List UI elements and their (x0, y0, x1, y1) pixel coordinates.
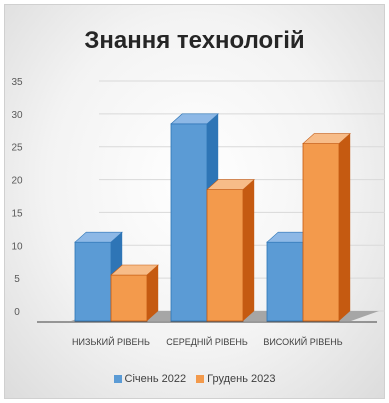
y-tick-label: 35 (11, 77, 23, 88)
x-tick-label: НИЗЬКИЙ РІВЕНЬ (72, 336, 150, 347)
y-tick-label: 0 (14, 307, 20, 318)
legend-swatch-series-2 (196, 375, 205, 383)
bar-2-3 (302, 143, 340, 322)
y-tick-label: 10 (11, 241, 23, 252)
y-tick-label: 30 (11, 110, 23, 121)
bar-1-3 (266, 241, 304, 322)
bar-side-2-3 (339, 133, 351, 321)
legend-item-series-2: Грудень 2023 (196, 373, 275, 385)
bar-side-2-2 (243, 179, 255, 321)
legend-label-series-2: Грудень 2023 (207, 373, 276, 385)
legend: Січень 2022 Грудень 2023 (5, 373, 384, 385)
chart-title: Знання технологій (84, 27, 305, 54)
bar-1-1 (74, 241, 112, 322)
y-tick-label: 20 (11, 176, 23, 187)
bar-2-2 (206, 189, 244, 322)
y-tick-label: 25 (11, 143, 23, 154)
bar-side-2-1 (147, 265, 159, 321)
x-tick-label: СЕРЕДНІЙ РІВЕНЬ (166, 336, 248, 347)
bar-1-2 (170, 123, 208, 322)
plot-area: 0 5 10 15 20 25 30 35 НИЗЬКИЙ РІВЕНЬ СЕРЕДНІЙ РІВ… (11, 77, 385, 347)
x-tick-label: ВИСОКИЙ РІВЕНЬ (263, 336, 342, 347)
chart-area: Знання технологій 0 5 10 15 20 25 30 35 НИЗЬКИЙ … (4, 4, 385, 399)
bar-2-1 (110, 274, 148, 322)
y-tick-label: 15 (11, 208, 23, 219)
y-tick-label: 5 (14, 274, 20, 285)
legend-item-series-1: Січень 2022 (113, 373, 187, 385)
legend-swatch-series-1 (113, 375, 122, 383)
legend-label-series-1: Січень 2022 (124, 373, 187, 385)
